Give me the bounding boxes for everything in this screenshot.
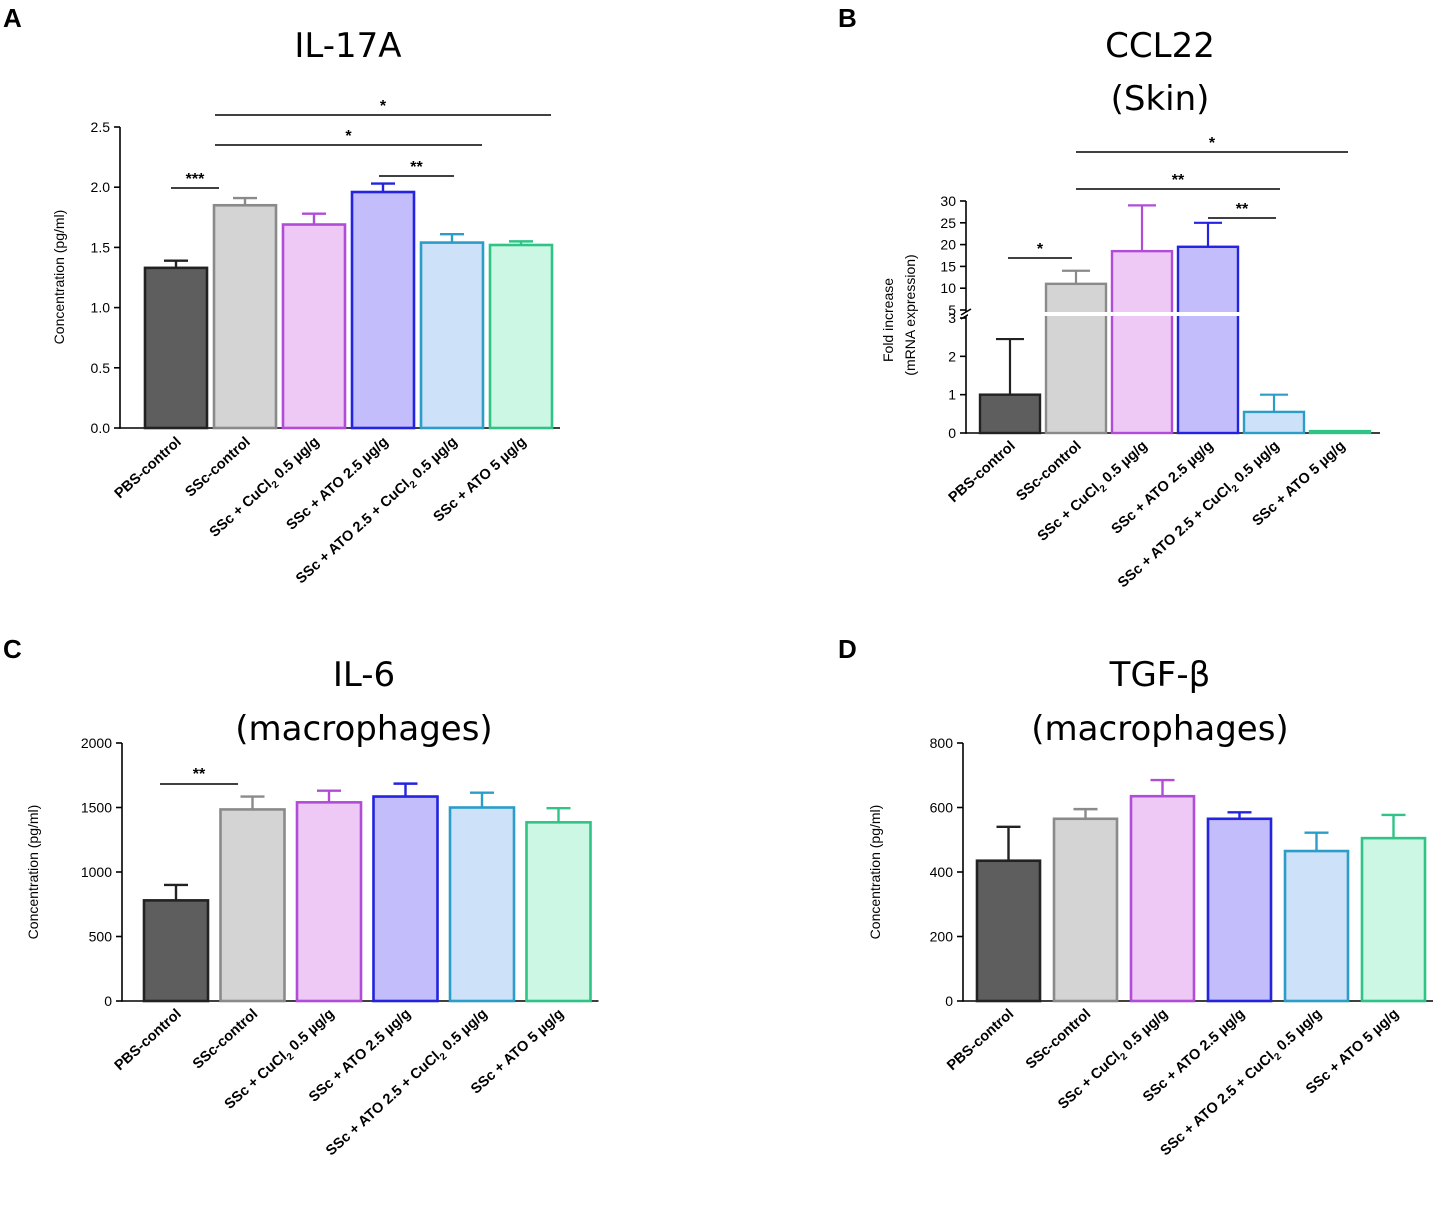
chart-a-y-tick-label: 1.5: [91, 239, 111, 255]
chart-a-ylabel: Concentration (pg/ml): [51, 210, 67, 345]
chart-b-ylabel-2: (mRNA expression): [902, 254, 918, 375]
chart-c-subtitle: (macrophages): [235, 709, 492, 749]
chart-b-y-tick-label: 3: [948, 310, 956, 326]
chart-b-y-tick-label: 2: [948, 348, 956, 364]
chart-b-bar: [1044, 282, 1108, 435]
chart-b-y-tick-label: 30: [940, 193, 956, 209]
chart-d-title: TGF-β: [1109, 655, 1211, 695]
chart-b-y-tick-label: 25: [940, 215, 956, 231]
chart-a-bar: [419, 241, 485, 430]
chart-b-subtitle: (Skin): [1111, 79, 1210, 119]
chart-d-category-label: SSc-control: [1023, 1006, 1094, 1072]
chart-b-y-tick-label: 1: [948, 387, 956, 403]
chart-b-ylabel: Fold increase: [880, 278, 896, 362]
chart-b-bar: [1242, 410, 1306, 435]
chart-c-y-tick-label: 2000: [81, 735, 112, 751]
chart-d-bar: [975, 859, 1042, 1003]
chart-a-bar: [212, 203, 278, 430]
chart-c-bar: [219, 808, 286, 1003]
chart-a-plot: 0.0 0.5 1.0 1.5 2.0 2.5 PBS-controlSSc-control…: [91, 98, 560, 589]
panel-letter-d: D: [838, 634, 857, 664]
chart-c-category-label: SSc-control: [190, 1006, 261, 1072]
chart-b-break-mark: [960, 308, 972, 316]
chart-a-bar: [488, 243, 554, 430]
chart-b-y-tick-label: 15: [940, 258, 956, 274]
chart-a-title: IL-17A: [294, 26, 401, 66]
chart-a-bar: [281, 223, 347, 430]
chart-d-bar: [1206, 817, 1273, 1003]
chart-b-category-label: SSc + CuCl2 0.5 µg/g: [1035, 438, 1153, 547]
panel-letter-a: A: [3, 3, 22, 33]
chart-b-plot: 0 1 2 35 10 15 20 25 30 PBS-controlSSc-controlSSc…: [940, 135, 1382, 593]
panel-letter-b: B: [838, 3, 857, 33]
chart-b-y-tick-label: 5: [948, 302, 956, 318]
chart-b-sig-label: *: [1209, 135, 1216, 152]
chart-d-y-tick-label: 600: [930, 800, 954, 816]
chart-b-category-label: SSc-control: [1013, 438, 1084, 504]
chart-c-bar: [295, 801, 363, 1003]
chart-a-sig-label: ***: [186, 171, 205, 188]
chart-a-sig-label: *: [380, 98, 387, 115]
chart-b-bar: [1308, 429, 1372, 435]
chart-c-bar: [525, 821, 592, 1003]
chart-b-sig-label: *: [1037, 241, 1044, 258]
chart-a-sig-label: **: [410, 159, 423, 176]
chart-c-category-label: PBS-control: [112, 1006, 185, 1074]
chart-b-y-tick-label: 20: [940, 237, 956, 253]
chart-a-y-tick-label: 0.0: [91, 420, 111, 436]
chart-b-sig-label: **: [1172, 172, 1185, 189]
chart-b-title: CCL22: [1105, 26, 1215, 66]
chart-b-bar: [1176, 245, 1240, 435]
chart-a-category-label: SSc-control: [182, 434, 253, 500]
chart-c-category-label: SSc + ATO 2.5 + CuCl2 0.5 µg/g: [323, 1006, 493, 1161]
chart-a-y-tick-label: 2.5: [91, 119, 111, 135]
chart-d-y-tick-label: 200: [930, 929, 954, 945]
chart-c-y-tick-label: 1500: [81, 800, 112, 816]
chart-d-category-label: SSc + ATO 2.5 + CuCl2 0.5 µg/g: [1158, 1006, 1328, 1161]
chart-c-y-tick-label: 500: [89, 929, 113, 945]
chart-d-plot: 0 200 400 600 800 PBS-control SSc-control SSc +…: [930, 735, 1433, 1161]
chart-d-bar: [1360, 836, 1427, 1003]
chart-a-sig-label: *: [345, 128, 352, 145]
chart-d-y-tick-label: 800: [930, 735, 954, 751]
panel-letter-c: C: [3, 634, 22, 664]
chart-d-category-label: PBS-control: [944, 1006, 1017, 1074]
chart-b-sig-label: **: [1236, 201, 1249, 218]
chart-b-category-label: PBS-control: [946, 438, 1019, 506]
chart-d-y-tick-label: 400: [930, 864, 954, 880]
chart-c-title: IL-6: [333, 655, 395, 695]
chart-c-sig-label: **: [193, 766, 206, 783]
chart-a-y-tick-label: 2.0: [91, 179, 111, 195]
chart-c-bar: [142, 899, 210, 1003]
chart-c-bar: [372, 795, 439, 1003]
chart-a-y-tick-label: 1.0: [91, 300, 111, 316]
chart-c-ylabel: Concentration (pg/ml): [25, 805, 41, 940]
chart-b-bar: [978, 393, 1042, 435]
chart-d-bar: [1283, 849, 1350, 1003]
chart-a-bar: [143, 266, 209, 430]
chart-b-break-band: [968, 312, 1382, 316]
chart-d-subtitle: (macrophages): [1031, 709, 1288, 749]
chart-a-bar: [350, 190, 416, 430]
chart-c-y-tick-label: 1000: [81, 864, 112, 880]
chart-d-y-tick-label: 0: [945, 993, 953, 1009]
chart-c-y-tick-label: 0: [104, 993, 112, 1009]
chart-a-category-label: PBS-control: [112, 434, 185, 502]
chart-a-y-tick-label: 0.5: [91, 360, 111, 376]
chart-b-y-tick-label: 0: [948, 425, 956, 441]
chart-d-bar: [1052, 817, 1119, 1003]
chart-d-bar: [1129, 794, 1196, 1003]
chart-d-ylabel: Concentration (pg/ml): [867, 805, 883, 940]
chart-b-bar: [1110, 249, 1174, 435]
chart-c-bar: [448, 806, 516, 1003]
chart-b-y-tick-label: 10: [940, 280, 956, 296]
chart-c-plot: 0 500 1000 1500 2000 PBS-control SSc-control SS…: [81, 735, 599, 1161]
